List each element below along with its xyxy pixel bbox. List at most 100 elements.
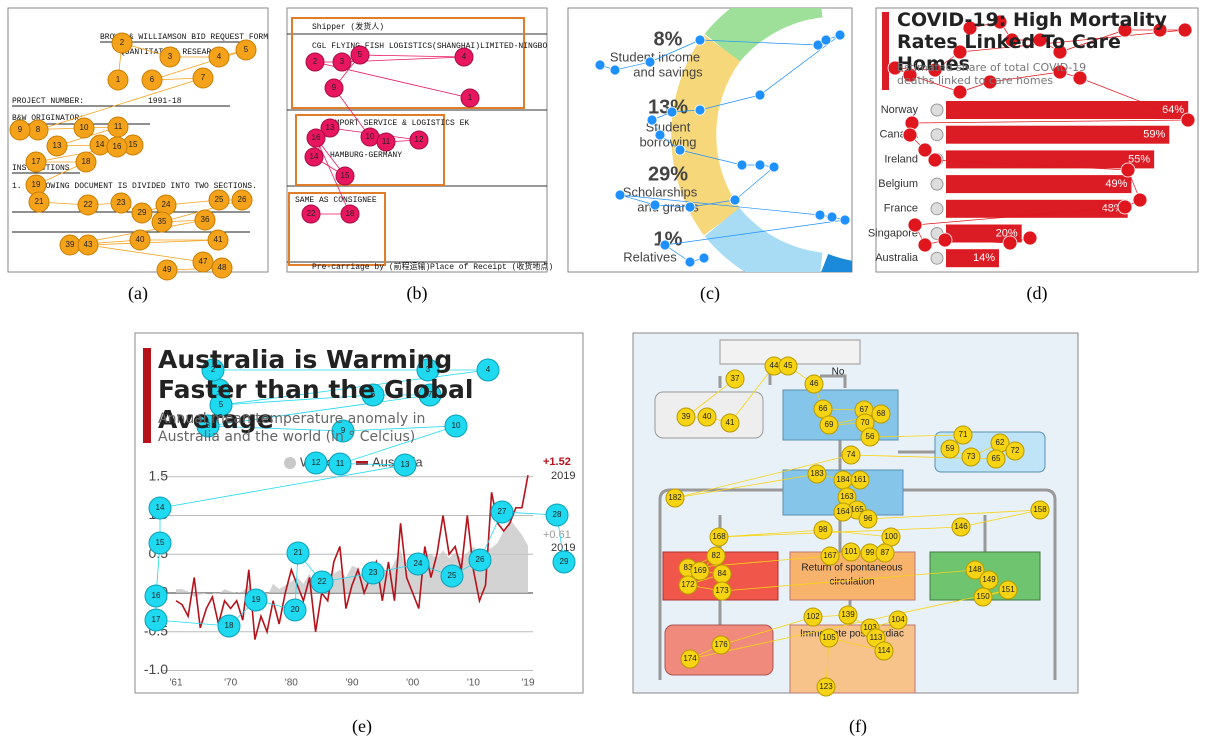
fixation-label: 14: [310, 152, 319, 161]
saccade: [619, 194, 821, 216]
fixation: [283, 598, 307, 622]
fixation: [332, 52, 352, 72]
fixation: [819, 628, 839, 648]
donut-label: Relatives: [623, 249, 677, 264]
scanpath: [594, 29, 851, 268]
fixation: [196, 414, 220, 438]
fixation-label: 16: [152, 591, 161, 600]
doc-text: 1991-18: [148, 97, 182, 106]
saccade: [664, 219, 846, 246]
fixation-label: 2: [211, 365, 216, 374]
saccade: [220, 369, 489, 406]
fixation: [476, 358, 500, 382]
fixation: [614, 189, 626, 201]
title-accent: [882, 12, 889, 90]
fixation-label: 174: [683, 654, 697, 663]
fixation-label: 35: [158, 217, 167, 226]
fixation: [304, 451, 328, 475]
fixation: [834, 29, 846, 41]
fixation-label: 73: [967, 452, 976, 461]
caption: (a): [128, 283, 148, 304]
fixation: [654, 129, 666, 141]
x-tick-label: '80: [285, 678, 298, 689]
saccade: [315, 137, 351, 215]
fixation-label: 12: [415, 135, 424, 144]
fixation: [952, 44, 968, 60]
caption: (f): [849, 716, 867, 737]
fixation: [694, 34, 706, 46]
fixation: [129, 229, 151, 251]
fixation-label: 96: [864, 514, 873, 523]
doc-text: B&W ORIGINATOR:: [12, 114, 84, 123]
title-accent: [143, 348, 151, 443]
fixation-label: 22: [84, 200, 93, 209]
bar: [946, 150, 1155, 169]
legend-swatch: [356, 461, 368, 465]
bar: [946, 224, 1022, 243]
fixation-label: 1: [116, 75, 121, 84]
annotation: +1.52: [543, 456, 571, 468]
fixation-label: 161: [853, 475, 867, 484]
fixation-label: 148: [968, 565, 982, 574]
fixation: [305, 52, 325, 72]
fixation-label: 168: [712, 532, 726, 541]
fixation-label: 165: [850, 505, 864, 514]
fixation-label: 48: [218, 263, 227, 272]
y-tick-label: -1.0: [144, 661, 168, 677]
fixation-label: 18: [346, 209, 355, 218]
fixation: [207, 229, 229, 251]
fixation-label: 1: [468, 93, 473, 102]
fixation-label: 4: [217, 52, 222, 61]
bar: [946, 125, 1170, 144]
fixation-label: 12: [312, 458, 321, 467]
fixation-label: 2: [120, 38, 125, 47]
fixation-label: 151: [1001, 585, 1015, 594]
fixation: [841, 542, 861, 562]
fixation: [409, 130, 429, 150]
fixation-label: 36: [201, 215, 210, 224]
fixation-label: 17: [152, 615, 161, 624]
fixation: [804, 374, 824, 394]
saccade: [155, 619, 230, 627]
fixation: [1132, 192, 1148, 208]
fixation: [418, 383, 442, 407]
flag: [930, 202, 944, 216]
fixation: [888, 610, 908, 630]
fixation: [1117, 22, 1133, 38]
fixation-label: 83: [684, 563, 693, 572]
fixation: [902, 67, 918, 83]
doc-text: SAME AS CONSIGNEE: [295, 196, 377, 205]
fixation-label: 13: [326, 123, 335, 132]
saccade: [207, 425, 344, 432]
fixation: [454, 47, 474, 67]
fixation-label: 45: [784, 361, 793, 370]
fixation-label: 18: [225, 621, 234, 630]
fixation-label: 29: [560, 557, 569, 566]
bar: [946, 199, 1128, 218]
fixation: [340, 204, 360, 224]
fixation: [201, 358, 225, 382]
saccade: [1059, 29, 1126, 53]
caption: (b): [407, 283, 428, 304]
fixation-label: 37: [731, 374, 740, 383]
fixation-label: 22: [307, 209, 316, 218]
fixation: [107, 69, 129, 91]
fixation: [952, 84, 968, 100]
fixation: [1002, 235, 1018, 251]
fixation: [328, 452, 352, 476]
chart-title: Australia is Warming Faster than the Glo…: [158, 345, 474, 434]
doc-text: Place of Receipt (收货地点): [430, 261, 553, 272]
fixation: [820, 546, 840, 566]
saccade: [679, 149, 743, 166]
fixation-label: 23: [369, 568, 378, 577]
fixation: [902, 127, 918, 143]
legend-swatch: [284, 457, 296, 469]
fixation: [208, 189, 230, 211]
fixation: [148, 496, 172, 520]
saccade: [989, 71, 1061, 83]
fixation: [690, 561, 710, 581]
flag: [930, 251, 944, 265]
fixation: [665, 488, 685, 508]
fixation: [813, 520, 833, 540]
